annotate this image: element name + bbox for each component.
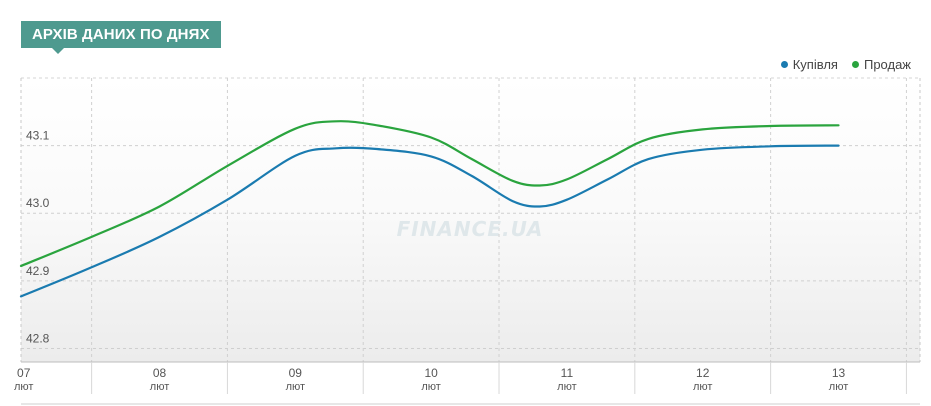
x-tick-label: 13 — [832, 366, 846, 380]
x-tick-sublabel: лют — [693, 381, 712, 393]
x-tick-sublabel: лют — [150, 381, 169, 393]
watermark: FINANCE.UA — [397, 217, 544, 241]
x-tick-label: 10 — [424, 366, 438, 380]
series-line-sell — [19, 120, 840, 268]
x-tick-sublabel: лют — [286, 381, 305, 393]
y-tick-label: 43.0 — [26, 196, 50, 210]
y-tick-label: 43.1 — [26, 129, 50, 143]
x-tick-label: 07 — [17, 366, 31, 380]
section-tab-pointer — [52, 48, 64, 54]
x-tick-sublabel: лют — [421, 381, 440, 393]
x-tick-label: 11 — [561, 366, 574, 380]
section-title-tab: АРХІВ ДАНИХ ПО ДНЯХ — [21, 21, 221, 48]
y-tick-label: 42.8 — [26, 331, 50, 345]
chart-legend: Купівля Продаж — [780, 57, 911, 72]
x-tick-label: 09 — [289, 366, 303, 380]
x-tick-label: 08 — [153, 366, 167, 380]
legend-item-sell[interactable]: Продаж — [851, 57, 911, 72]
legend-label-sell: Продаж — [863, 57, 911, 72]
x-tick-sublabel: лют — [829, 381, 848, 393]
x-tick-sublabel: лют — [14, 381, 33, 393]
legend-item-buy[interactable]: Купівля — [780, 57, 838, 72]
series-line-buy — [19, 144, 840, 298]
x-tick-sublabel: лют — [557, 381, 576, 393]
y-tick-label: 42.9 — [26, 264, 50, 278]
legend-marker-sell — [851, 61, 859, 68]
x-tick-label: 12 — [696, 366, 710, 380]
legend-label-buy: Купівля — [792, 57, 838, 72]
section-title: АРХІВ ДАНИХ ПО ДНЯХ — [32, 26, 210, 43]
legend-marker-buy — [780, 61, 788, 68]
